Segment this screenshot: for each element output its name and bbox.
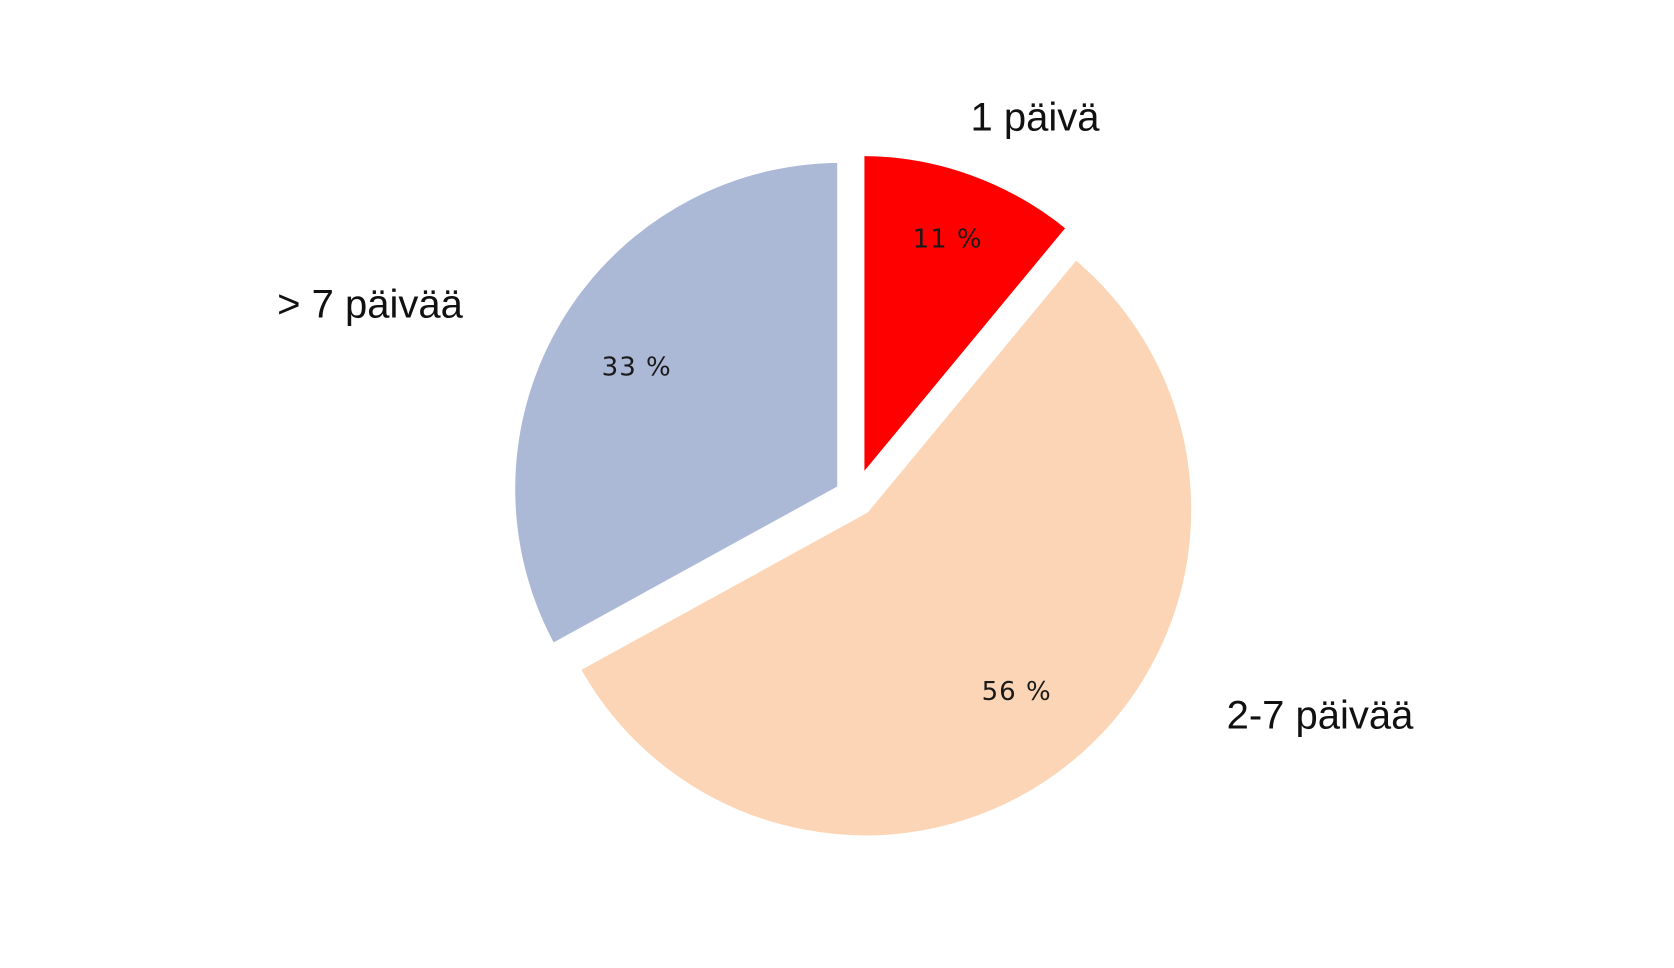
pie-labels: 11 % 1 päivä 56 % 2-7 päivää 33 % > 7 päivää [277,96,1414,738]
category-label-2-7-paivaa: 2-7 päivää [1227,694,1415,738]
category-label-1-paiva: 1 päivä [971,96,1101,140]
pie-slice-7-paivaa [507,154,846,654]
pie-slice-1-paiva [856,147,1077,494]
value-label-1-paiva: 11 % [913,224,983,254]
pie-slices [507,147,1200,844]
pie-slice-2-7-paivaa [570,249,1200,844]
category-label-7-paivaa: > 7 päivää [277,283,463,327]
value-label-7-paivaa: 33 % [602,352,672,382]
value-label-2-7-paivaa: 56 % [982,677,1052,707]
